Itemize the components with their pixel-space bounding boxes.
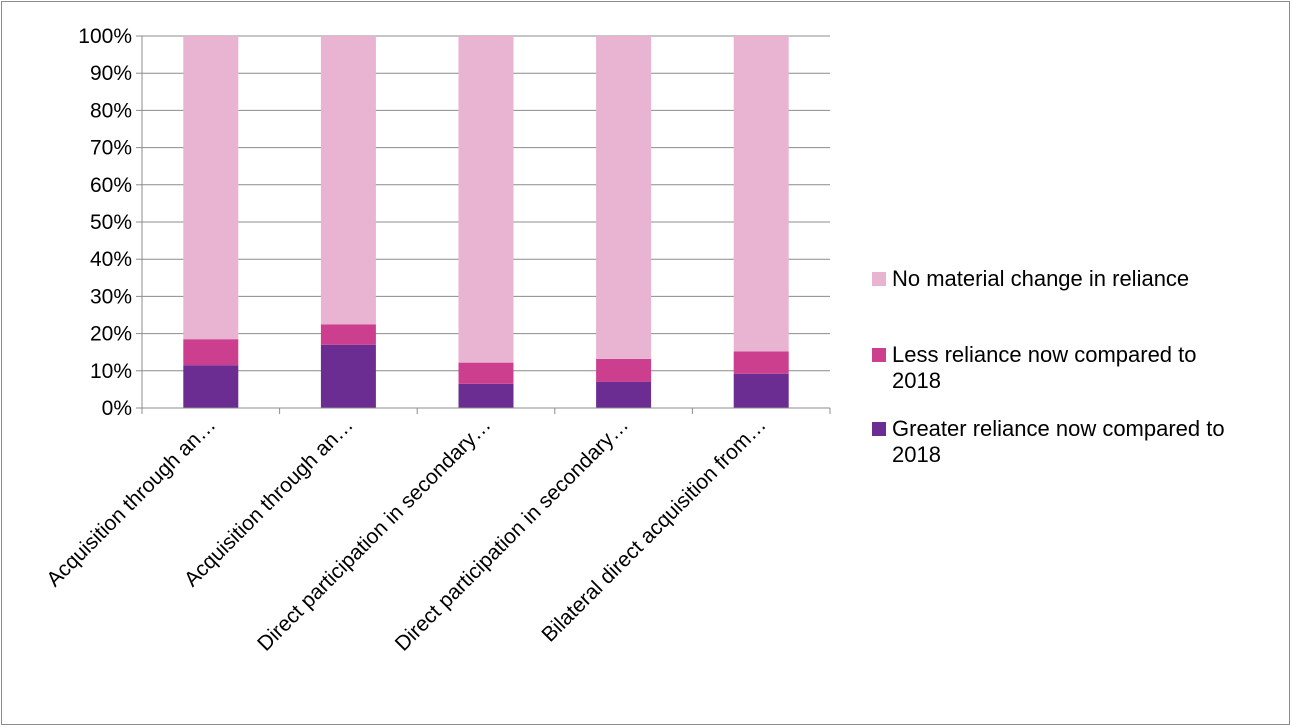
x-tick-label: Direct participation in secondary… bbox=[391, 413, 633, 655]
y-tick-label: 90% bbox=[90, 62, 132, 85]
bar-segment-4-greater bbox=[596, 381, 652, 408]
bar-segment-5-greater bbox=[733, 373, 789, 408]
bar-segment-5-no-change bbox=[733, 36, 789, 352]
bar-segment-1-less bbox=[183, 339, 239, 366]
y-tick-label: 80% bbox=[90, 99, 132, 122]
y-tick-label: 20% bbox=[90, 323, 132, 346]
legend-swatch-no-change bbox=[872, 272, 886, 286]
bar-segment-2-no-change bbox=[320, 36, 376, 325]
bar-segment-2-greater bbox=[320, 344, 376, 408]
bar-segment-5-less bbox=[733, 351, 789, 374]
y-tick-label: 40% bbox=[90, 248, 132, 271]
x-tick-label: Bilateral direct acquisition from… bbox=[537, 413, 770, 646]
y-tick-label: 30% bbox=[90, 285, 132, 308]
x-tick-label: Direct participation in secondary… bbox=[253, 413, 495, 655]
y-tick-label: 100% bbox=[78, 25, 132, 48]
axes bbox=[136, 35, 831, 414]
bars bbox=[183, 36, 789, 408]
y-tick-label: 70% bbox=[90, 137, 132, 160]
y-tick-label: 10% bbox=[90, 360, 132, 383]
x-tick-labels: Acquisition through an…Acquisition throu… bbox=[42, 413, 770, 655]
bar-segment-4-no-change bbox=[596, 36, 652, 359]
y-tick-labels: 0% 10% 20% 30% 40% 50% 60% 70% 80% 90% 100% bbox=[78, 25, 132, 420]
legend-label-greater-reliance: Greater reliance now compared to 2018 bbox=[892, 416, 1225, 467]
bar-segment-3-greater bbox=[458, 383, 514, 408]
bar-segment-4-less bbox=[596, 358, 652, 382]
legend-label-less-reliance: Less reliance now compared to 2018 bbox=[892, 342, 1197, 393]
legend-swatch-greater-reliance bbox=[872, 422, 886, 436]
legend-item-greater-reliance: Greater reliance now compared to 2018 bbox=[872, 416, 1227, 468]
bar-segment-3-no-change bbox=[458, 36, 514, 363]
y-tick-label: 60% bbox=[90, 174, 132, 197]
legend-item-less-reliance: Less reliance now compared to 2018 bbox=[872, 342, 1222, 394]
bar-segment-2-less bbox=[320, 324, 376, 345]
legend-swatch-less-reliance bbox=[872, 348, 886, 362]
legend-label-no-change: No material change in reliance bbox=[892, 266, 1190, 291]
y-tick-label: 50% bbox=[90, 211, 132, 234]
bar-segment-3-less bbox=[458, 362, 514, 384]
bar-segment-1-no-change bbox=[183, 36, 239, 340]
legend-item-no-change: No material change in reliance bbox=[872, 266, 1277, 292]
bar-segment-1-greater bbox=[183, 365, 239, 408]
y-tick-label: 0% bbox=[102, 397, 132, 420]
